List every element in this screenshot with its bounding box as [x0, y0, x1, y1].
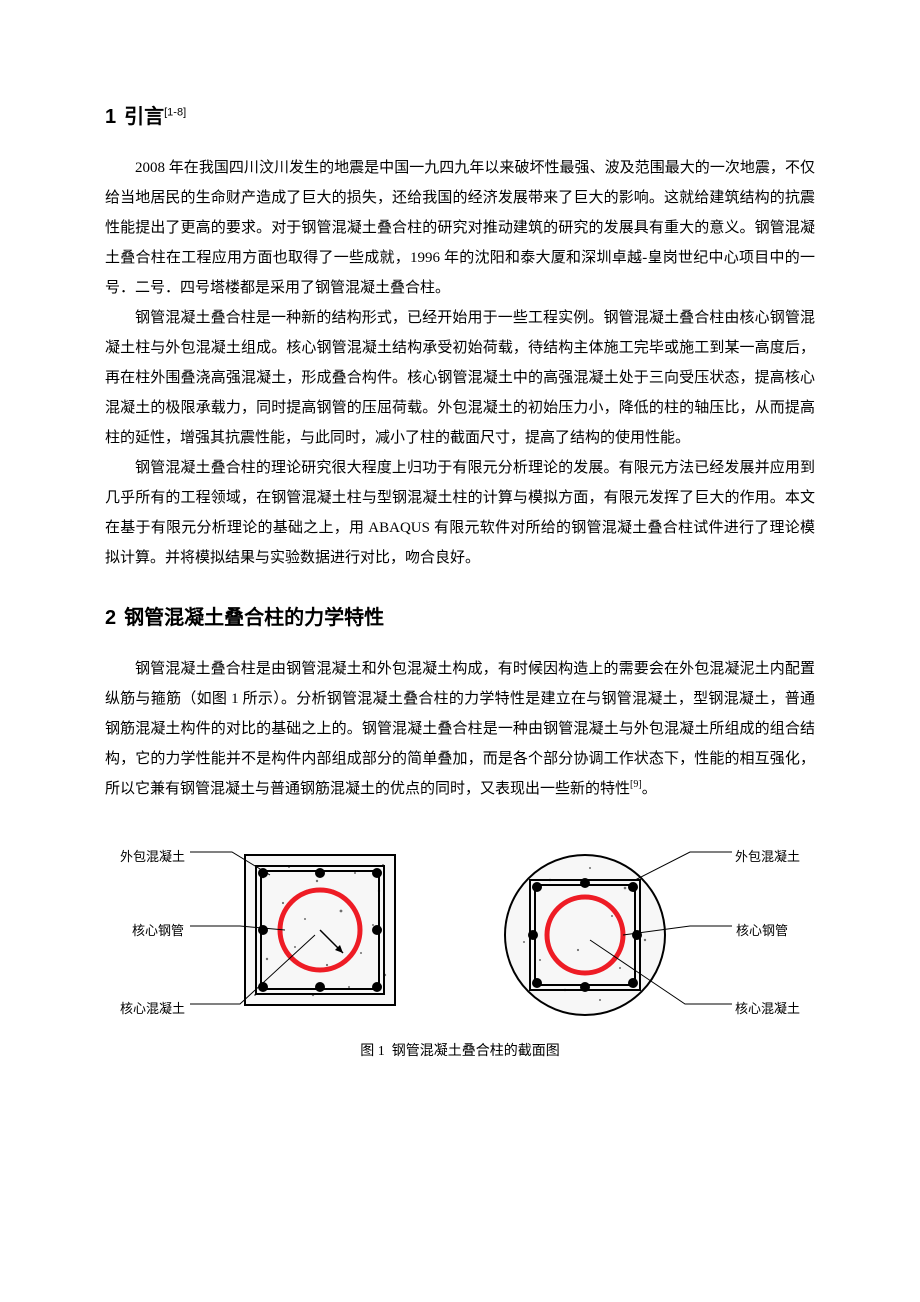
para-1: 2008 年在我国四川汶川发生的地震是中国一九四九年以来破坏性最强、波及范围最大…: [105, 153, 815, 303]
section-1-heading: 1 引言[1-8]: [105, 100, 815, 129]
para-2: 钢管混凝土叠合柱是一种新的结构形式，已经开始用于一些工程实例。钢管混凝土叠合柱由…: [105, 303, 815, 453]
label-outer-concrete-right: 外包混凝土: [735, 846, 800, 865]
para-4-pre: 钢管混凝土叠合柱是由钢管混凝土和外包混凝土构成，有时候因构造上的需要会在外包混凝…: [105, 661, 815, 797]
figure-1-caption: 图 1 钢管混凝土叠合柱的截面图: [105, 1040, 815, 1060]
label-core-concrete-right: 核心混凝土: [735, 998, 800, 1017]
section-number: 1: [105, 106, 116, 128]
para-4-post: 。: [642, 781, 657, 797]
section-title: 钢管混凝土叠合柱的力学特性: [124, 607, 384, 629]
label-core-tube-left: 核心钢管: [132, 920, 184, 939]
figure-1-row: 外包混凝土 核心钢管 核心混凝土: [105, 840, 815, 1030]
section-title: 引言: [124, 106, 164, 128]
figure-1-square-cell: 外包混凝土 核心钢管 核心混凝土: [120, 840, 420, 1030]
section-2-heading: 2 钢管混凝土叠合柱的力学特性: [105, 601, 815, 630]
para-3: 钢管混凝土叠合柱的理论研究很大程度上归功于有限元分析理论的发展。有限元方法已经发…: [105, 453, 815, 573]
figure-1: 外包混凝土 核心钢管 核心混凝土: [105, 840, 815, 1060]
section-number: 2: [105, 607, 116, 629]
para-4-ref: [9]: [630, 779, 642, 790]
label-outer-concrete-left: 外包混凝土: [120, 846, 185, 865]
caption-text: 钢管混凝土叠合柱的截面图: [392, 1044, 560, 1059]
caption-num: 图 1: [360, 1044, 385, 1059]
figure-1-circle-cell: 外包混凝土 核心钢管 核心混凝土: [480, 840, 800, 1030]
section-refs: [1-8]: [164, 106, 186, 118]
label-core-tube-right: 核心钢管: [736, 920, 788, 939]
para-4: 钢管混凝土叠合柱是由钢管混凝土和外包混凝土构成，有时候因构造上的需要会在外包混凝…: [105, 654, 815, 804]
label-core-concrete-left: 核心混凝土: [120, 998, 185, 1017]
